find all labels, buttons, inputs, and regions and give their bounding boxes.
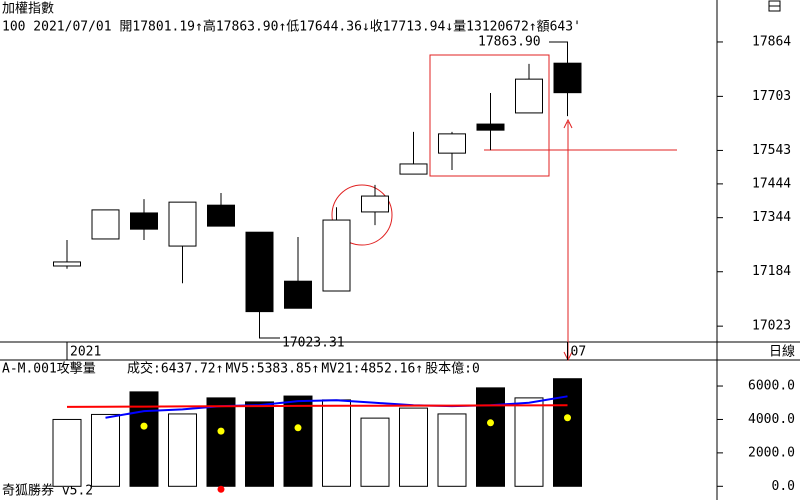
candle-body xyxy=(438,133,466,154)
candle-body xyxy=(322,219,351,292)
candle-body xyxy=(53,261,81,267)
signal-dot xyxy=(217,427,225,435)
volume-bar xyxy=(553,378,582,487)
chart-title: 加權指數 xyxy=(2,2,54,17)
candle-body xyxy=(476,123,505,131)
signal-dot xyxy=(140,422,148,430)
y-tick-label: 2000.0 xyxy=(748,445,795,460)
volume-bar xyxy=(206,397,236,487)
volume-bar xyxy=(283,395,313,487)
volume-bar xyxy=(476,387,505,487)
y-tick-label: 17543 xyxy=(752,143,791,158)
candle-body xyxy=(361,195,389,213)
ma-line xyxy=(66,404,568,408)
candle-body xyxy=(130,212,158,230)
leader xyxy=(549,41,568,46)
y-tick-label: 17444 xyxy=(752,176,791,191)
y-tick-label: 17023 xyxy=(752,319,791,334)
x-tick-label: 2021 xyxy=(70,345,101,360)
panel-title: A-M.001攻擊量 xyxy=(2,361,96,377)
period-label[interactable]: 日線 xyxy=(769,344,795,360)
volume-bar xyxy=(360,417,390,487)
highlight-box xyxy=(429,54,550,177)
legend-entry: 成交:6437.72↑ xyxy=(127,361,223,377)
candle-body xyxy=(207,204,235,227)
y-tick-label: 17344 xyxy=(752,210,791,225)
y-tick-label: 0.0 xyxy=(772,479,795,494)
y-tick-label: 17184 xyxy=(752,264,791,279)
y-tick-label: 6000.0 xyxy=(748,379,795,394)
candle-body xyxy=(553,62,582,94)
y-tick-label: 17703 xyxy=(752,89,791,104)
volume-bar xyxy=(52,418,82,487)
legend-note: 股本億:0 xyxy=(425,361,480,377)
candle-body xyxy=(91,209,120,240)
candle-body xyxy=(284,280,312,309)
candle-body xyxy=(168,201,197,247)
volume-bar xyxy=(322,399,351,487)
signal-dot xyxy=(294,424,302,432)
volume-bar xyxy=(91,413,120,487)
signal-dot xyxy=(564,414,571,422)
volume-bar xyxy=(514,397,544,487)
y-tick-label: 17864 xyxy=(752,34,791,49)
volume-bar xyxy=(399,407,428,487)
high-annotation: 17863.90 xyxy=(478,34,541,49)
candle-body xyxy=(515,78,543,114)
volume-bar xyxy=(437,413,467,487)
leader xyxy=(259,326,280,339)
highlight-circle xyxy=(331,184,393,246)
signal-dot xyxy=(217,485,225,493)
volume-bar xyxy=(245,401,274,487)
legend-entry: MV21:4852.16↑ xyxy=(321,362,423,377)
signal-dot xyxy=(487,419,494,427)
candle-body xyxy=(245,231,274,313)
legend-entry: MV5:5383.85↑ xyxy=(225,362,319,377)
info-line: 100 2021/07/01 開17801.19↑高17863.90↑低1764… xyxy=(2,19,581,35)
candle-body xyxy=(399,163,428,175)
low-annotation: 17023.31 xyxy=(282,336,345,351)
x-tick-label: 07 xyxy=(571,345,587,360)
volume-bar xyxy=(168,413,197,487)
y-tick-label: 4000.0 xyxy=(748,412,795,427)
